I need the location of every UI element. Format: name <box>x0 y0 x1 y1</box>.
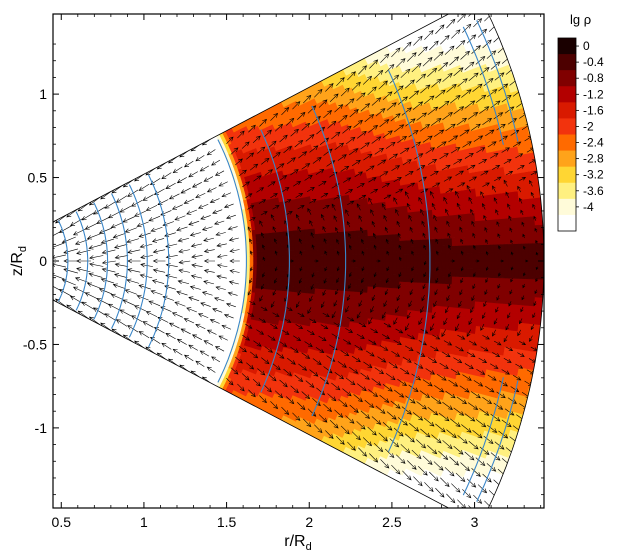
x-axis-ticks: 0.5 1 1.5 2 2.5 3 <box>52 14 542 530</box>
colorbar-label: -3.6 <box>583 184 604 198</box>
colorbar-swatch <box>558 54 576 71</box>
colorbar-label: -2 <box>583 119 594 133</box>
x-axis-label: r/Rd <box>284 533 311 553</box>
streamlines <box>57 20 519 502</box>
y-tick-label: 1 <box>39 86 47 102</box>
domain-boundary <box>53 14 450 508</box>
y-axis-ticks: -1 -0.5 0 0.5 1 <box>23 43 544 496</box>
colorbar-swatch <box>558 134 576 152</box>
colorbar-label: -0.4 <box>583 55 604 69</box>
colorbar-swatch <box>558 150 576 168</box>
x-tick-label: 1 <box>140 514 148 530</box>
colorbar-label: -2.4 <box>583 136 604 150</box>
colorbar-label: -3.2 <box>583 168 604 182</box>
colorbar-label: 0 <box>583 39 590 53</box>
colorbar-label: -1.6 <box>583 103 604 117</box>
colorbar-swatch <box>558 198 576 216</box>
y-tick-label: -0.5 <box>23 336 47 352</box>
y-axis-label: z/Rd <box>9 246 29 276</box>
colorbar-swatch <box>558 102 576 119</box>
colorbar-title: lg ρ <box>570 12 591 27</box>
colorbar-swatch <box>558 38 576 55</box>
y-tick-label: 0.5 <box>28 170 48 186</box>
colorbar-swatch <box>558 214 576 232</box>
y-tick-label: -1 <box>35 420 48 436</box>
colorbar-label: -4 <box>583 200 594 214</box>
colorbar-swatch <box>558 118 576 135</box>
colorbar-label: -2.8 <box>583 152 604 166</box>
y-tick-label: 0 <box>39 253 47 269</box>
colorbar: lg ρ 0 -0.4 -0.8 -1.2 -1.6 -2 -2.4 -2.8 -3.2 -3.6… <box>557 12 604 232</box>
colorbar-label: -0.8 <box>583 71 604 85</box>
x-tick-label: 2 <box>305 514 313 530</box>
x-tick-label: 3 <box>471 514 479 530</box>
x-tick-label: 0.5 <box>52 514 72 530</box>
outer-boundary-arc <box>487 14 544 508</box>
colorbar-label: -1.2 <box>583 87 604 101</box>
x-tick-label: 1.5 <box>217 514 237 530</box>
colorbar-swatch <box>558 182 576 200</box>
colorbar-swatch <box>558 166 576 184</box>
colorbar-swatch <box>558 70 576 87</box>
x-tick-label: 2.5 <box>382 514 402 530</box>
colorbar-swatch <box>558 86 576 103</box>
